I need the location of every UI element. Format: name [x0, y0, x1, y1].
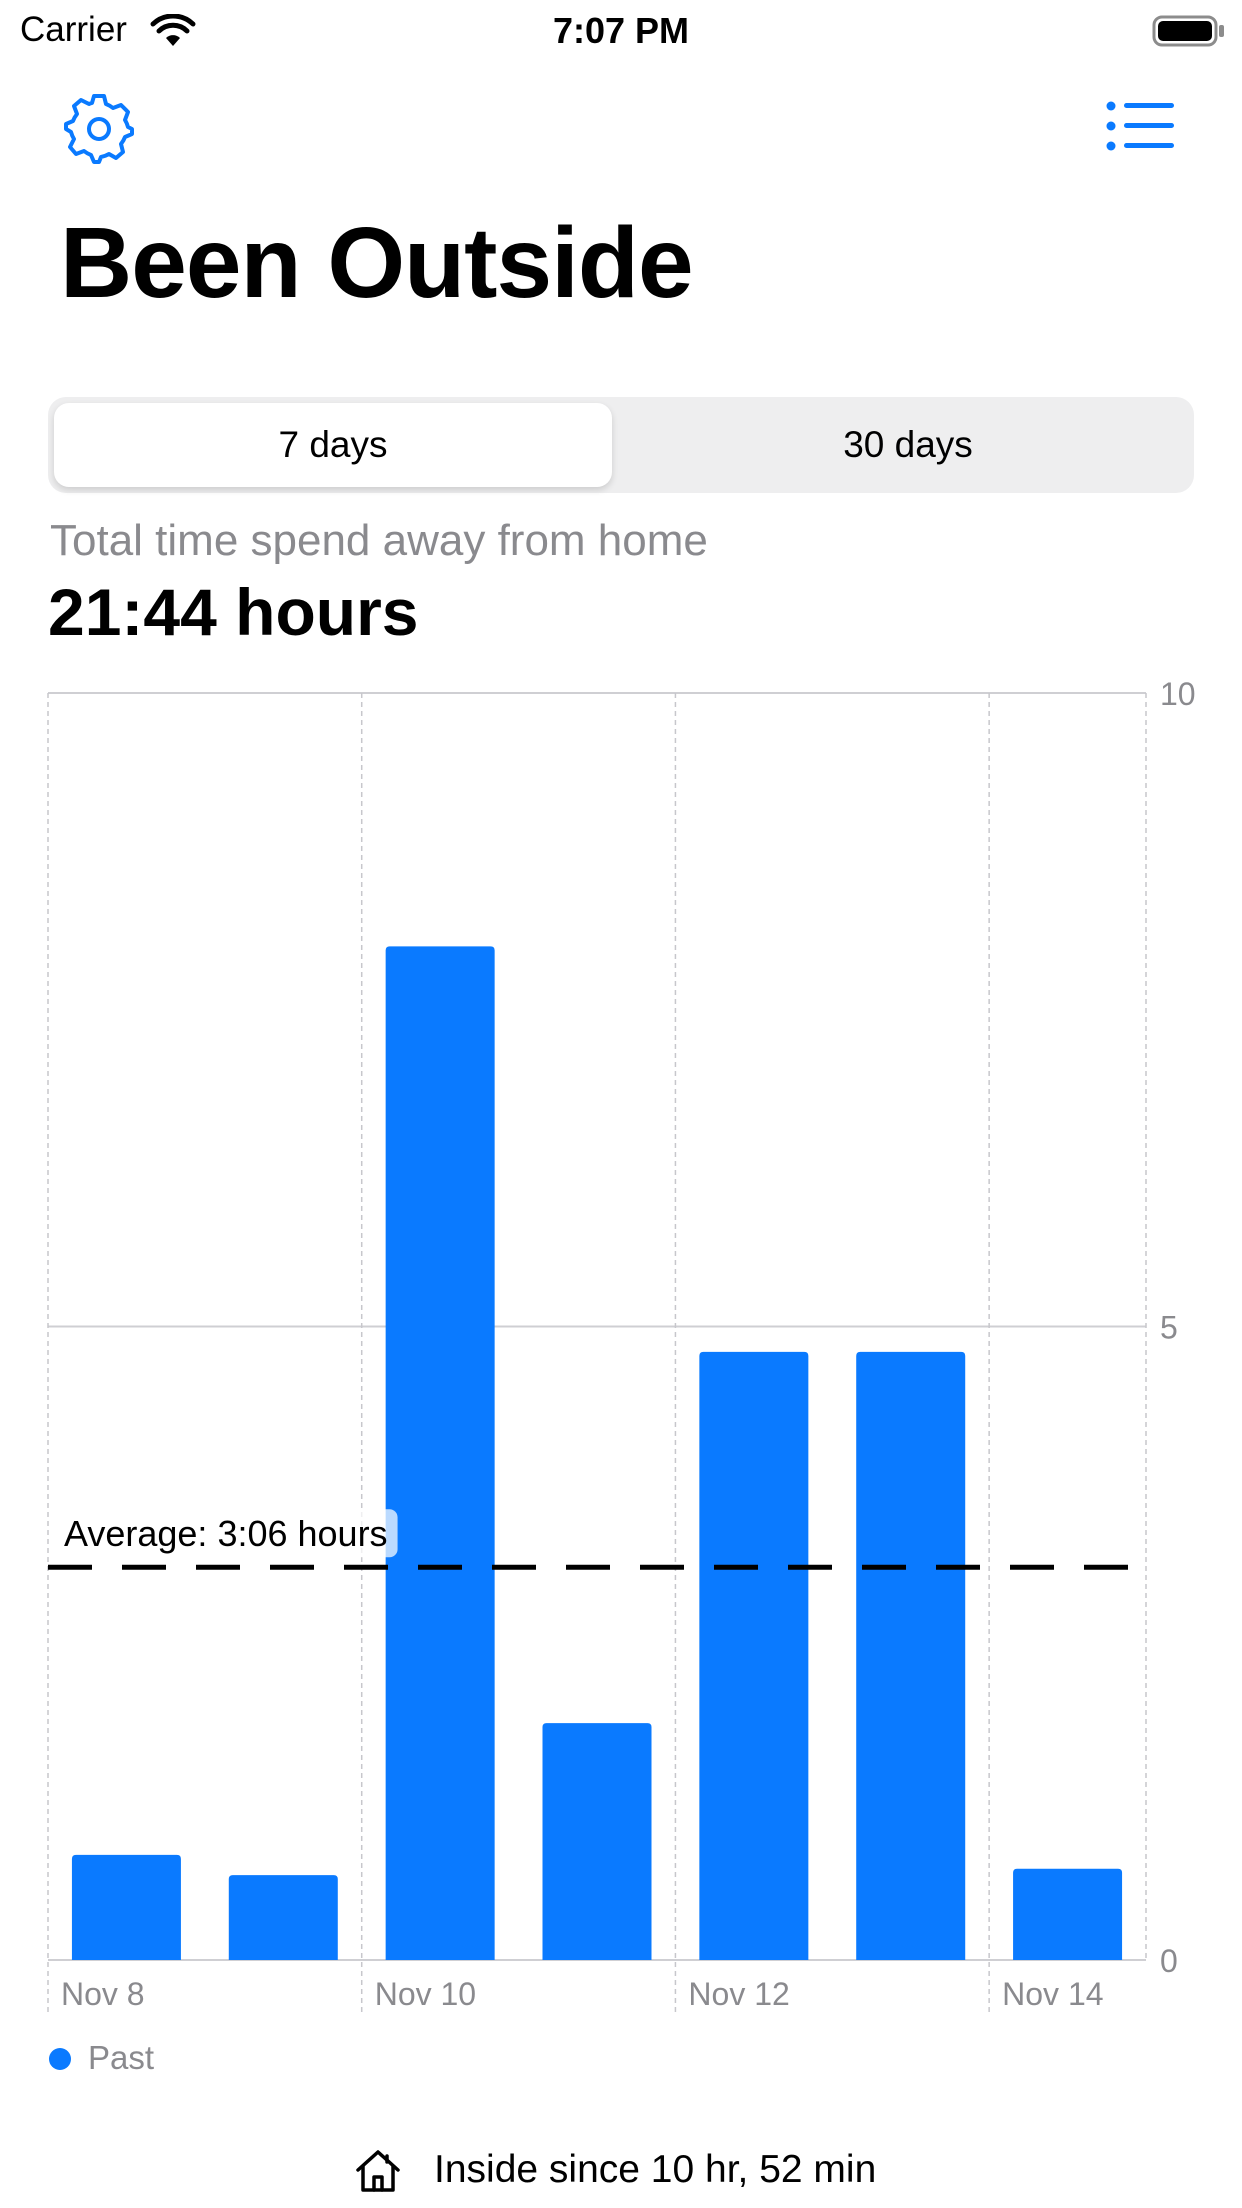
time-range-segmented-control: 7 days 30 days	[48, 397, 1194, 493]
page-title: Been Outside	[60, 207, 694, 319]
x-tick-label: Nov 8	[61, 1976, 145, 2012]
average-label: Average: 3:06 hours	[64, 1513, 388, 1554]
x-tick-label: Nov 14	[1002, 1976, 1103, 2012]
summary-label: Total time spend away from home	[50, 516, 708, 565]
home-icon	[356, 2150, 400, 2192]
bar-nov-8	[71, 1854, 181, 1960]
bar-chart: 0 5 10 Average: 3:06 hours Nov 8 Nov 10 Nov …	[47, 676, 1196, 2015]
battery-icon	[1152, 15, 1224, 47]
average-label-background	[56, 1509, 398, 1558]
carrier-label: Carrier	[20, 10, 127, 49]
list-icon[interactable]	[1106, 100, 1176, 152]
segment-7-days[interactable]: 7 days	[54, 403, 612, 487]
y-tick-label: 0	[1160, 1943, 1178, 1979]
bar-nov-12	[699, 1351, 809, 1960]
legend-swatch-past	[49, 2048, 71, 2070]
bar-nov-9	[228, 1875, 338, 1960]
segment-30-days[interactable]: 30 days	[843, 424, 973, 465]
inside-since-text: Inside since 10 hr, 52 min	[434, 2148, 877, 2191]
status-time: 7:07 PM	[552, 10, 690, 51]
wifi-icon	[150, 14, 196, 46]
gear-icon[interactable]	[62, 92, 136, 166]
y-tick-label: 10	[1160, 676, 1196, 712]
summary-total: 21:44 hours	[48, 575, 419, 649]
x-tick-label: Nov 12	[688, 1976, 789, 2012]
y-tick-label: 5	[1160, 1310, 1178, 1346]
x-tick-label: Nov 10	[375, 1976, 476, 2012]
bar-nov-14	[1013, 1868, 1123, 1960]
bar-nov-10	[385, 946, 495, 1960]
bar-nov-13	[856, 1351, 966, 1960]
bar-nov-11	[542, 1723, 652, 1960]
legend-label-past: Past	[88, 2039, 155, 2076]
